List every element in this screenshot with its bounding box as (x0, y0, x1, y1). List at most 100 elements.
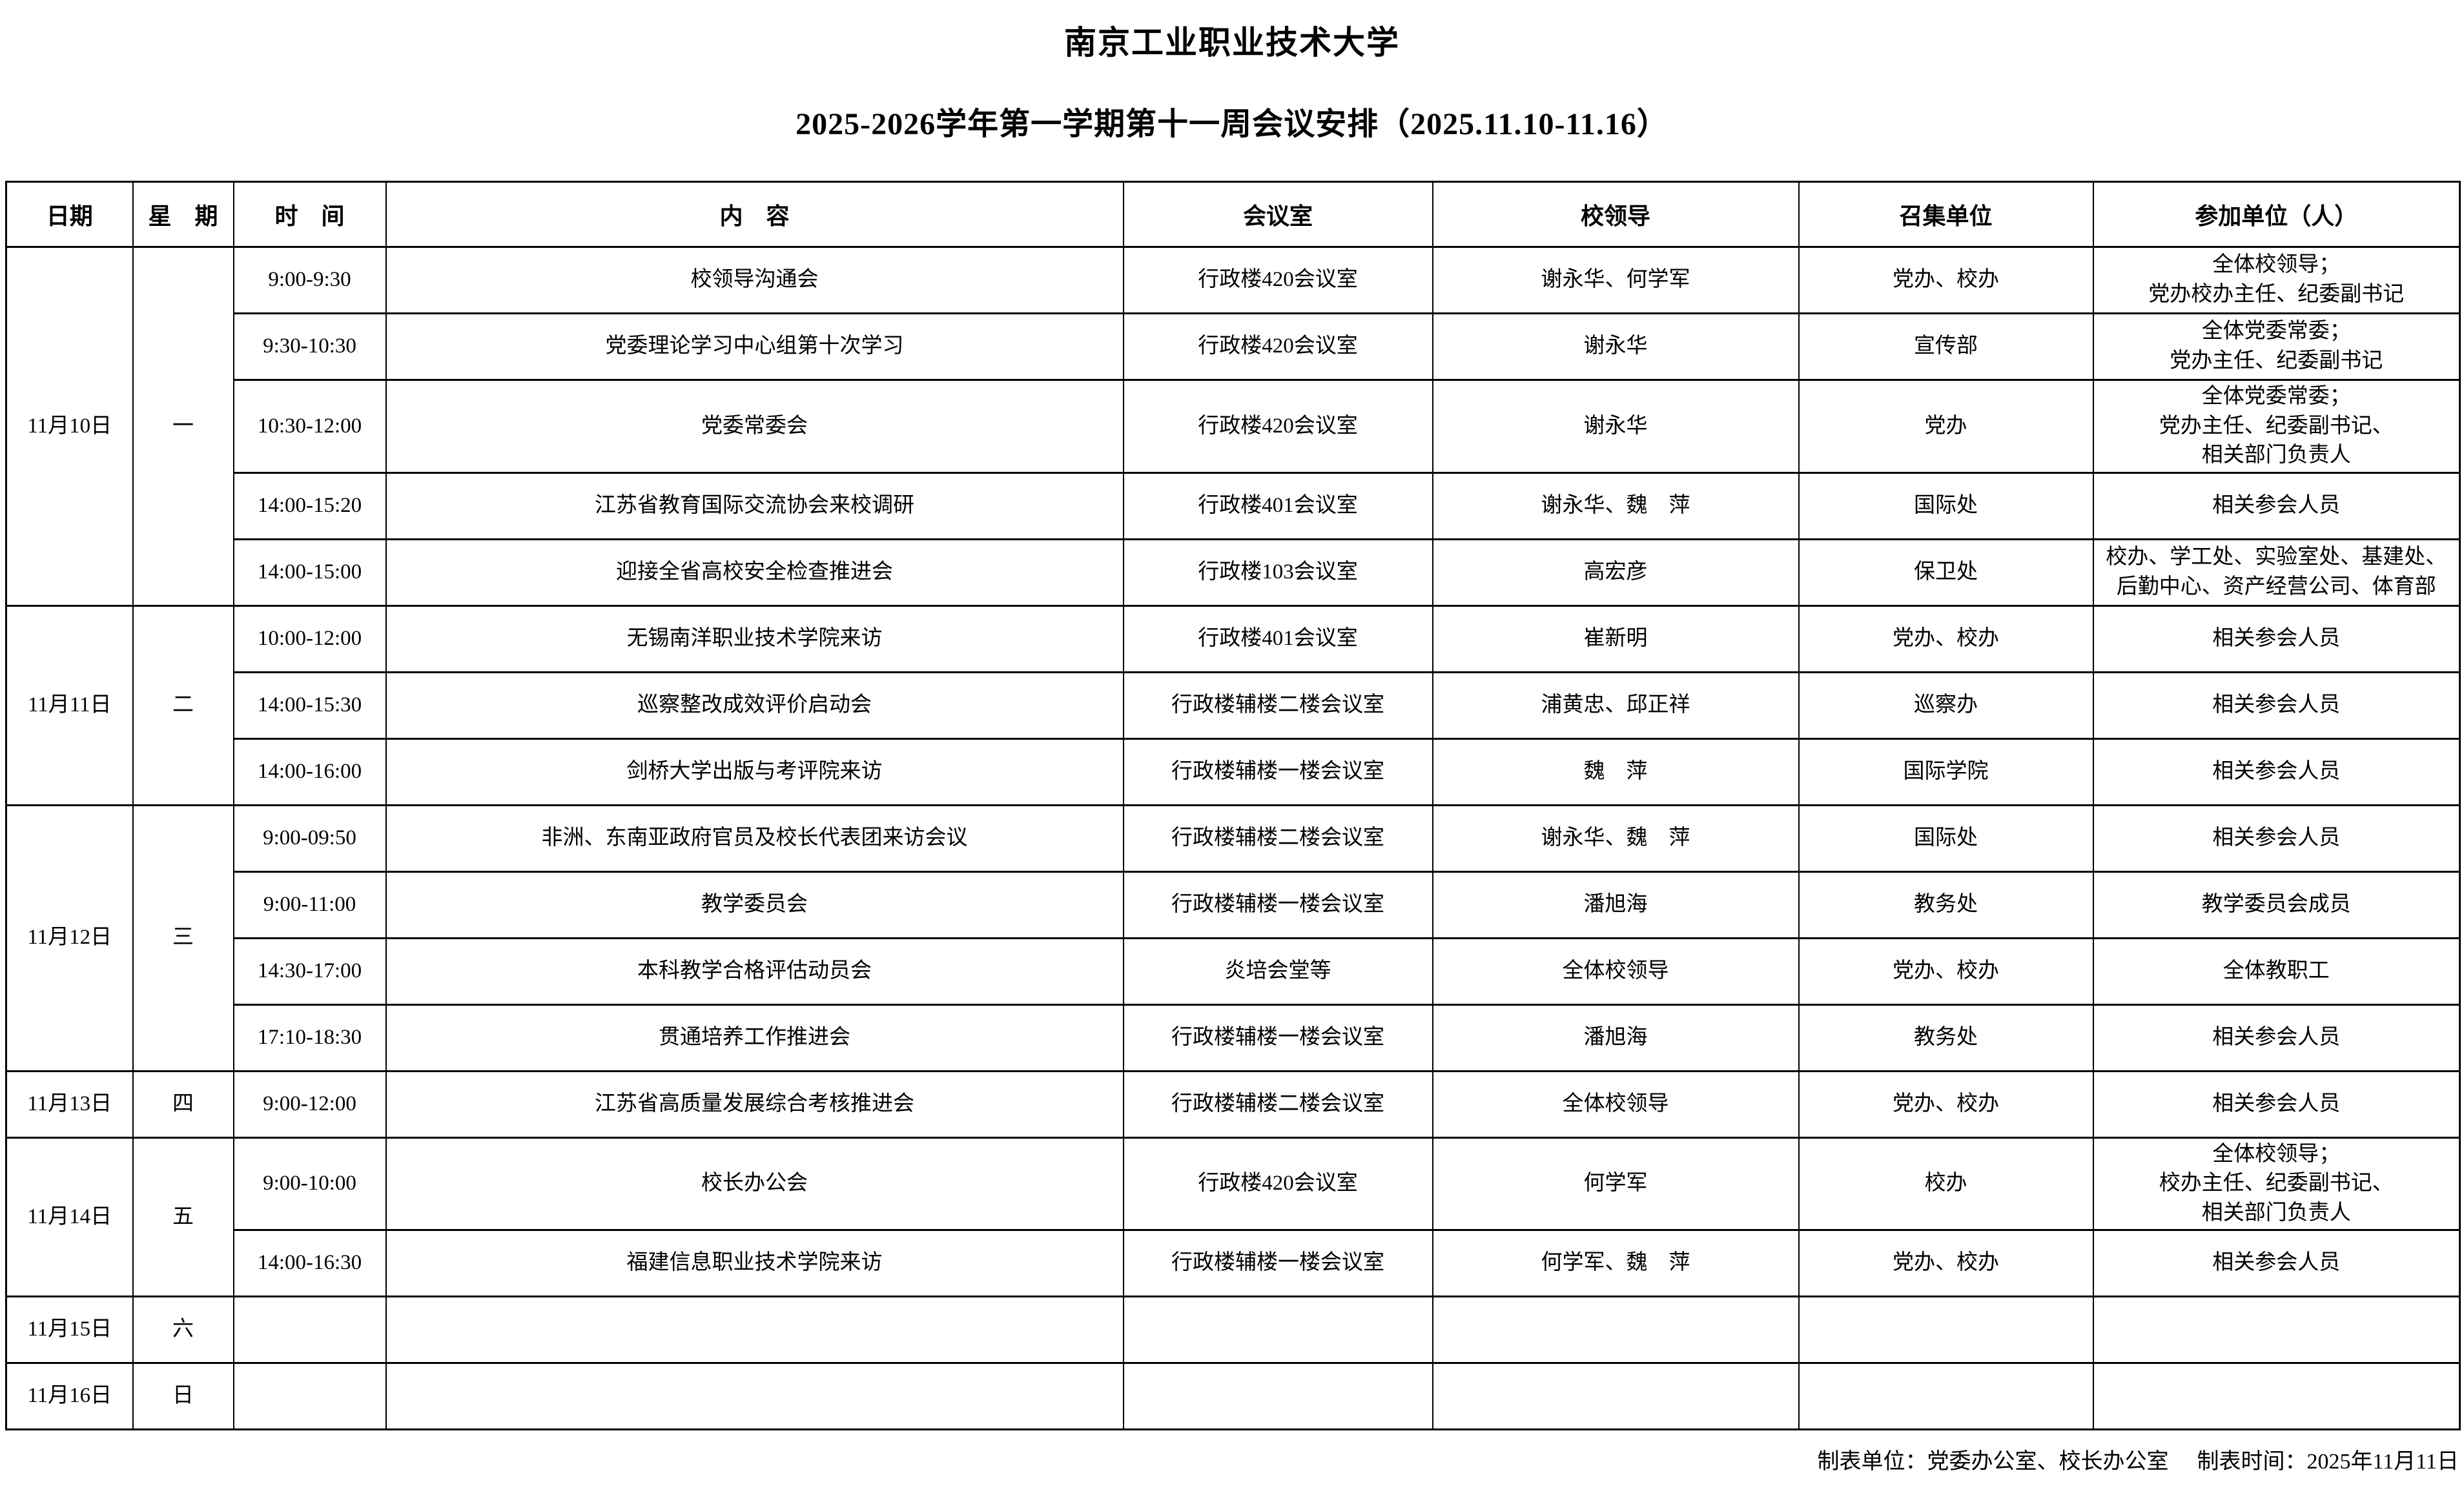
cell-weekday: 日 (132, 1362, 234, 1431)
schedule-page: 南京工业职业技术大学 2025-2026学年第一学期第十一周会议安排（2025.… (0, 17, 2464, 1475)
cell-leaders: 潘旭海 (1432, 870, 1800, 939)
cell-participants: 相关参会人员 (2092, 737, 2461, 806)
cell-time: 9:00-9:30 (232, 246, 387, 314)
column-header-organizer: 召集单位 (1798, 181, 2094, 248)
cell-date: 11月14日 (5, 1136, 134, 1298)
cell-organizer (1798, 1362, 2094, 1431)
cell-time (232, 1296, 387, 1365)
cell-participants (2092, 1362, 2461, 1431)
cell-time: 9:00-10:00 (232, 1136, 387, 1232)
meeting-row: 14:00-15:30 巡察整改成效评价启动会 行政楼辅楼二楼会议室 浦黄忠、邱正祥巡… (6, 671, 2461, 740)
cell-time: 14:00-16:30 (232, 1229, 387, 1298)
cell-leaders (1432, 1296, 1800, 1365)
column-header-leaders: 校领导 (1432, 181, 1800, 248)
page-subtitle: 2025-2026学年第一学期第十一周会议安排（2025.11.10-11.16… (796, 107, 1668, 141)
cell-organizer: 党办、校办 (1798, 246, 2094, 314)
cell-leaders: 魏 萍 (1432, 737, 1800, 806)
cell-time: 9:00-12:00 (232, 1070, 387, 1139)
column-header-date: 日期 (5, 181, 134, 248)
cell-room: 行政楼辅楼二楼会议室 (1122, 804, 1433, 873)
cell-content: 党委理论学习中心组第十次学习 (385, 312, 1124, 381)
footer-unit-label: 制表单位：党委办公室、校长办公室 (1817, 1450, 2169, 1474)
meeting-row: 14:00-15:20 江苏省教育国际交流协会来校调研 行政楼401会议室 谢永华、魏… (6, 471, 2461, 540)
cell-room: 行政楼420会议室 (1122, 1136, 1433, 1232)
cell-participants: 全体校领导； 校办主任、纪委副书记、 相关部门负责人 (2092, 1136, 2461, 1232)
cell-participants: 相关参会人员 (2092, 1003, 2461, 1072)
cell-organizer: 党办、校办 (1798, 604, 2094, 673)
meeting-row: 14:00-16:30 福建信息职业技术学院来访 行政楼辅楼一楼会议室 何学军、魏 萍… (6, 1229, 2461, 1298)
cell-participants: 全体党委常委； 党办主任、纪委副书记、 相关部门负责人 (2092, 379, 2461, 474)
cell-leaders: 谢永华、魏 萍 (1432, 804, 1800, 873)
page-title: 南京工业职业技术大学 (1064, 25, 1400, 61)
cell-room: 炎培会堂等 (1122, 937, 1433, 1006)
cell-organizer: 国际处 (1798, 804, 2094, 873)
cell-time: 10:30-12:00 (232, 379, 387, 474)
cell-date: 11月13日 (5, 1070, 134, 1139)
cell-leaders: 全体校领导 (1432, 1070, 1800, 1139)
cell-time: 14:00-15:20 (232, 471, 387, 540)
cell-room: 行政楼辅楼二楼会议室 (1122, 1070, 1433, 1139)
meeting-row: 14:00-15:00 迎接全省高校安全检查推进会 行政楼103会议室 高宏彦 保卫处校… (6, 538, 2461, 607)
cell-date: 11月10日 (5, 246, 134, 607)
cell-participants: 全体校领导； 党办校办主任、纪委副书记 (2092, 246, 2461, 314)
cell-leaders: 全体校领导 (1432, 937, 1800, 1006)
cell-content (385, 1296, 1124, 1365)
cell-organizer: 党办、校办 (1798, 1070, 2094, 1139)
cell-leaders: 潘旭海 (1432, 1003, 1800, 1072)
cell-leaders: 高宏彦 (1432, 538, 1800, 607)
cell-content: 教学委员会 (385, 870, 1124, 939)
cell-organizer: 党办、校办 (1798, 1229, 2094, 1298)
column-header-time: 时 间 (232, 181, 387, 248)
cell-content: 江苏省教育国际交流协会来校调研 (385, 471, 1124, 540)
cell-time: 9:30-10:30 (232, 312, 387, 381)
cell-leaders (1432, 1362, 1800, 1431)
meeting-row: 14:00-16:00 剑桥大学出版与考评院来访 行政楼辅楼一楼会议室魏 萍国际学院… (6, 737, 2461, 806)
cell-room: 行政楼420会议室 (1122, 379, 1433, 474)
cell-participants: 校办、学工处、实验室处、基建处、 后勤中心、资产经营公司、体育部 (2092, 538, 2461, 607)
header-row: 日期 星 期 时 间 内 容 会议室 校领导 召集单位 参加单位（人） (5, 181, 2461, 248)
schedule-table: 日期 星 期 时 间 内 容 会议室 校领导 召集单位 参加单位（人） 11月1… (5, 181, 2461, 1431)
cell-content: 福建信息职业技术学院来访 (385, 1229, 1124, 1298)
cell-organizer: 国际学院 (1798, 737, 2094, 806)
cell-content: 非洲、东南亚政府官员及校长代表团来访会议 (385, 804, 1124, 873)
cell-participants: 教学委员会成员 (2092, 870, 2461, 939)
meeting-row: 11月12日三 9:00-09:50 非洲、东南亚政府官员及校长代表团来访会议 行政楼… (5, 804, 2461, 1072)
cell-room: 行政楼420会议室 (1122, 312, 1433, 381)
cell-organizer: 保卫处 (1798, 538, 2094, 607)
footer-note: 制表单位：党委办公室、校长办公室 制表时间：2025年11月11日 (5, 1443, 2459, 1475)
meeting-row: 9:00-11:00 教学委员会 行政楼辅楼一楼会议室 潘旭海 教务处 教学委员会成员 (6, 870, 2461, 939)
cell-content: 无锡南洋职业技术学院来访 (385, 604, 1124, 673)
cell-time: 14:30-17:00 (232, 937, 387, 1006)
cell-weekday: 五 (132, 1136, 234, 1298)
meeting-row: 11月10日一 9:00-9:30 校领导沟通会 行政楼420会议室 谢永华、何学军 党办… (5, 246, 2461, 607)
cell-organizer: 党办 (1798, 379, 2094, 474)
cell-weekday: 三 (132, 804, 234, 1072)
column-header-weekday: 星 期 (132, 181, 234, 248)
footer-time-label: 制表时间：2025年11月11日 (2197, 1450, 2459, 1474)
meeting-row: 11月15日六 (5, 1296, 2461, 1365)
cell-organizer: 国际处 (1798, 471, 2094, 540)
meeting-row: 17:10-18:30 贯通培养工作推进会 行政楼辅楼一楼会议室 潘旭海 教务处 相关参会… (6, 1003, 2461, 1072)
cell-room: 行政楼401会议室 (1122, 471, 1433, 540)
cell-participants: 相关参会人员 (2092, 604, 2461, 673)
column-header-content: 内 容 (385, 181, 1124, 248)
cell-room (1122, 1362, 1433, 1431)
cell-participants: 相关参会人员 (2092, 1229, 2461, 1298)
cell-leaders: 崔新明 (1432, 604, 1800, 673)
cell-date: 11月11日 (5, 604, 134, 806)
cell-room: 行政楼401会议室 (1122, 604, 1433, 673)
meeting-row: 11月11日二 10:00-12:00 无锡南洋职业技术学院来访 行政楼401会议室崔… (5, 604, 2461, 806)
cell-time: 14:00-15:30 (232, 671, 387, 740)
cell-organizer: 教务处 (1798, 870, 2094, 939)
cell-content: 贯通培养工作推进会 (385, 1003, 1124, 1072)
cell-time (232, 1362, 387, 1431)
cell-content: 迎接全省高校安全检查推进会 (385, 538, 1124, 607)
cell-content (385, 1362, 1124, 1431)
cell-room (1122, 1296, 1433, 1365)
cell-room: 行政楼420会议室 (1122, 246, 1433, 314)
column-header-participants: 参加单位（人） (2092, 181, 2461, 248)
cell-date: 11月16日 (5, 1362, 134, 1431)
meeting-row: 10:30-12:00 党委常委会 行政楼420会议室 谢永华 党办 全体党委常委； 党办… (6, 379, 2461, 474)
cell-participants: 相关参会人员 (2092, 471, 2461, 540)
cell-leaders: 谢永华、何学军 (1432, 246, 1800, 314)
